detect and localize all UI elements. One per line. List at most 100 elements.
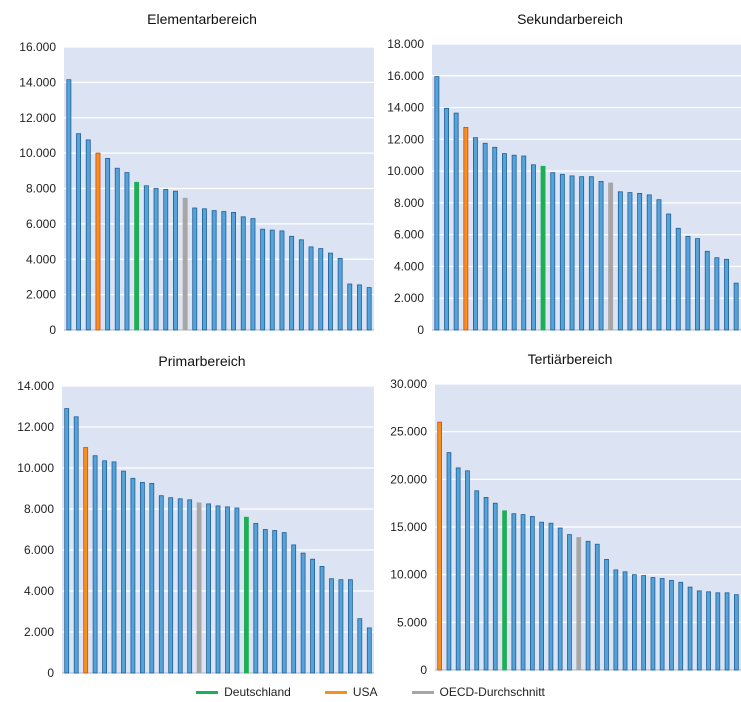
bar	[319, 566, 325, 674]
bar	[139, 481, 145, 674]
bar	[511, 513, 517, 671]
bar	[158, 495, 164, 674]
bar	[704, 250, 710, 331]
y-tick-label: 2.000	[394, 291, 424, 305]
bar-oecd	[608, 182, 614, 331]
bar	[465, 470, 470, 671]
bar	[472, 137, 478, 331]
y-tick-label: 6.000	[26, 217, 56, 231]
chart-2: 0 2.000 4.000 6.000 8.000 10.000 12.000 14.000 P…	[17, 353, 374, 680]
bar	[530, 516, 535, 671]
y-tick-label: 14.000	[19, 75, 56, 89]
y-tick-label: 10.000	[390, 568, 427, 582]
bar	[291, 544, 297, 674]
bar	[253, 523, 259, 674]
bar	[604, 559, 609, 671]
chart-title: Primarbereich	[158, 353, 245, 369]
bar	[579, 176, 585, 331]
plot-area	[432, 44, 741, 330]
bar	[337, 257, 343, 331]
bar	[724, 258, 729, 331]
bar	[124, 172, 130, 331]
bar	[366, 287, 372, 331]
bar	[111, 461, 117, 674]
bar	[501, 153, 507, 331]
bar	[211, 210, 217, 331]
y-tick-label: 14.000	[387, 101, 424, 115]
y-tick-label: 5.000	[397, 615, 427, 629]
bar	[617, 191, 623, 331]
bar	[733, 282, 739, 331]
bar	[598, 180, 604, 331]
chart-title: Sekundarbereich	[517, 11, 623, 27]
bar	[632, 574, 637, 671]
bar-oecd	[576, 537, 582, 671]
chart-1: 0 2.000 4.000 6.000 8.000 10.000 12.000 14.000 1…	[387, 11, 741, 337]
y-tick-label: 4.000	[394, 259, 424, 273]
bar	[446, 452, 452, 671]
y-tick-label: 0	[49, 323, 56, 337]
bar	[272, 530, 278, 674]
bar	[206, 503, 212, 674]
y-tick-label: 2.000	[26, 288, 56, 302]
bar	[143, 185, 149, 331]
bar	[300, 552, 306, 674]
bar	[714, 257, 720, 331]
bar	[289, 235, 295, 331]
bar	[715, 592, 721, 671]
bar	[92, 455, 98, 674]
y-tick-label: 20.000	[390, 472, 427, 486]
bar	[327, 252, 333, 331]
legend-item-oecd: OECD-Durchschnitt	[411, 685, 545, 699]
y-tick-label: 8.000	[26, 182, 56, 196]
bar	[734, 594, 739, 671]
legend-item-deutschland: Deutschland	[196, 685, 291, 699]
bar	[482, 142, 488, 331]
bar	[483, 496, 489, 671]
bar	[250, 218, 256, 331]
y-tick-label: 12.000	[19, 111, 56, 125]
y-tick-label: 10.000	[17, 461, 54, 475]
y-tick-label: 14.000	[17, 379, 54, 393]
bar	[557, 527, 563, 671]
bar-deutschland	[540, 165, 546, 331]
bar	[105, 157, 111, 331]
bar	[66, 79, 72, 331]
bar	[659, 578, 665, 671]
bar	[622, 571, 628, 671]
y-tick-label: 0	[420, 663, 427, 677]
y-tick-label: 4.000	[26, 252, 56, 266]
bar	[85, 139, 91, 331]
bar-usa	[95, 152, 101, 331]
chart-title: Elementarbereich	[147, 11, 257, 27]
y-tick-label: 2.000	[24, 625, 54, 639]
y-tick-label: 25.000	[390, 425, 427, 439]
bar	[172, 190, 178, 331]
bar	[192, 207, 198, 331]
y-tick-label: 0	[417, 323, 424, 337]
bar	[329, 578, 334, 674]
bar	[260, 228, 266, 331]
bar	[706, 591, 711, 671]
bar	[347, 283, 353, 331]
bar	[637, 192, 643, 331]
bar	[347, 579, 353, 674]
bar	[548, 522, 554, 671]
y-tick-label: 0	[47, 666, 54, 680]
bar	[453, 112, 459, 331]
bar-deutschland	[134, 181, 140, 331]
bar	[308, 246, 314, 331]
y-tick-label: 30.000	[390, 377, 427, 391]
bar	[520, 514, 526, 671]
bar	[567, 534, 572, 671]
y-tick-label: 16.000	[387, 69, 424, 83]
bar	[521, 155, 527, 331]
y-tick-label: 10.000	[387, 164, 424, 178]
bar	[511, 154, 517, 331]
bar-deutschland	[243, 516, 249, 674]
bar	[357, 618, 363, 674]
legend-label-deutschland: Deutschland	[224, 685, 291, 699]
bar	[163, 188, 169, 331]
chart-0: 0 2.000 4.000 6.000 8.000 10.000 12.000 14.000 1…	[19, 11, 374, 337]
bar	[215, 505, 221, 674]
